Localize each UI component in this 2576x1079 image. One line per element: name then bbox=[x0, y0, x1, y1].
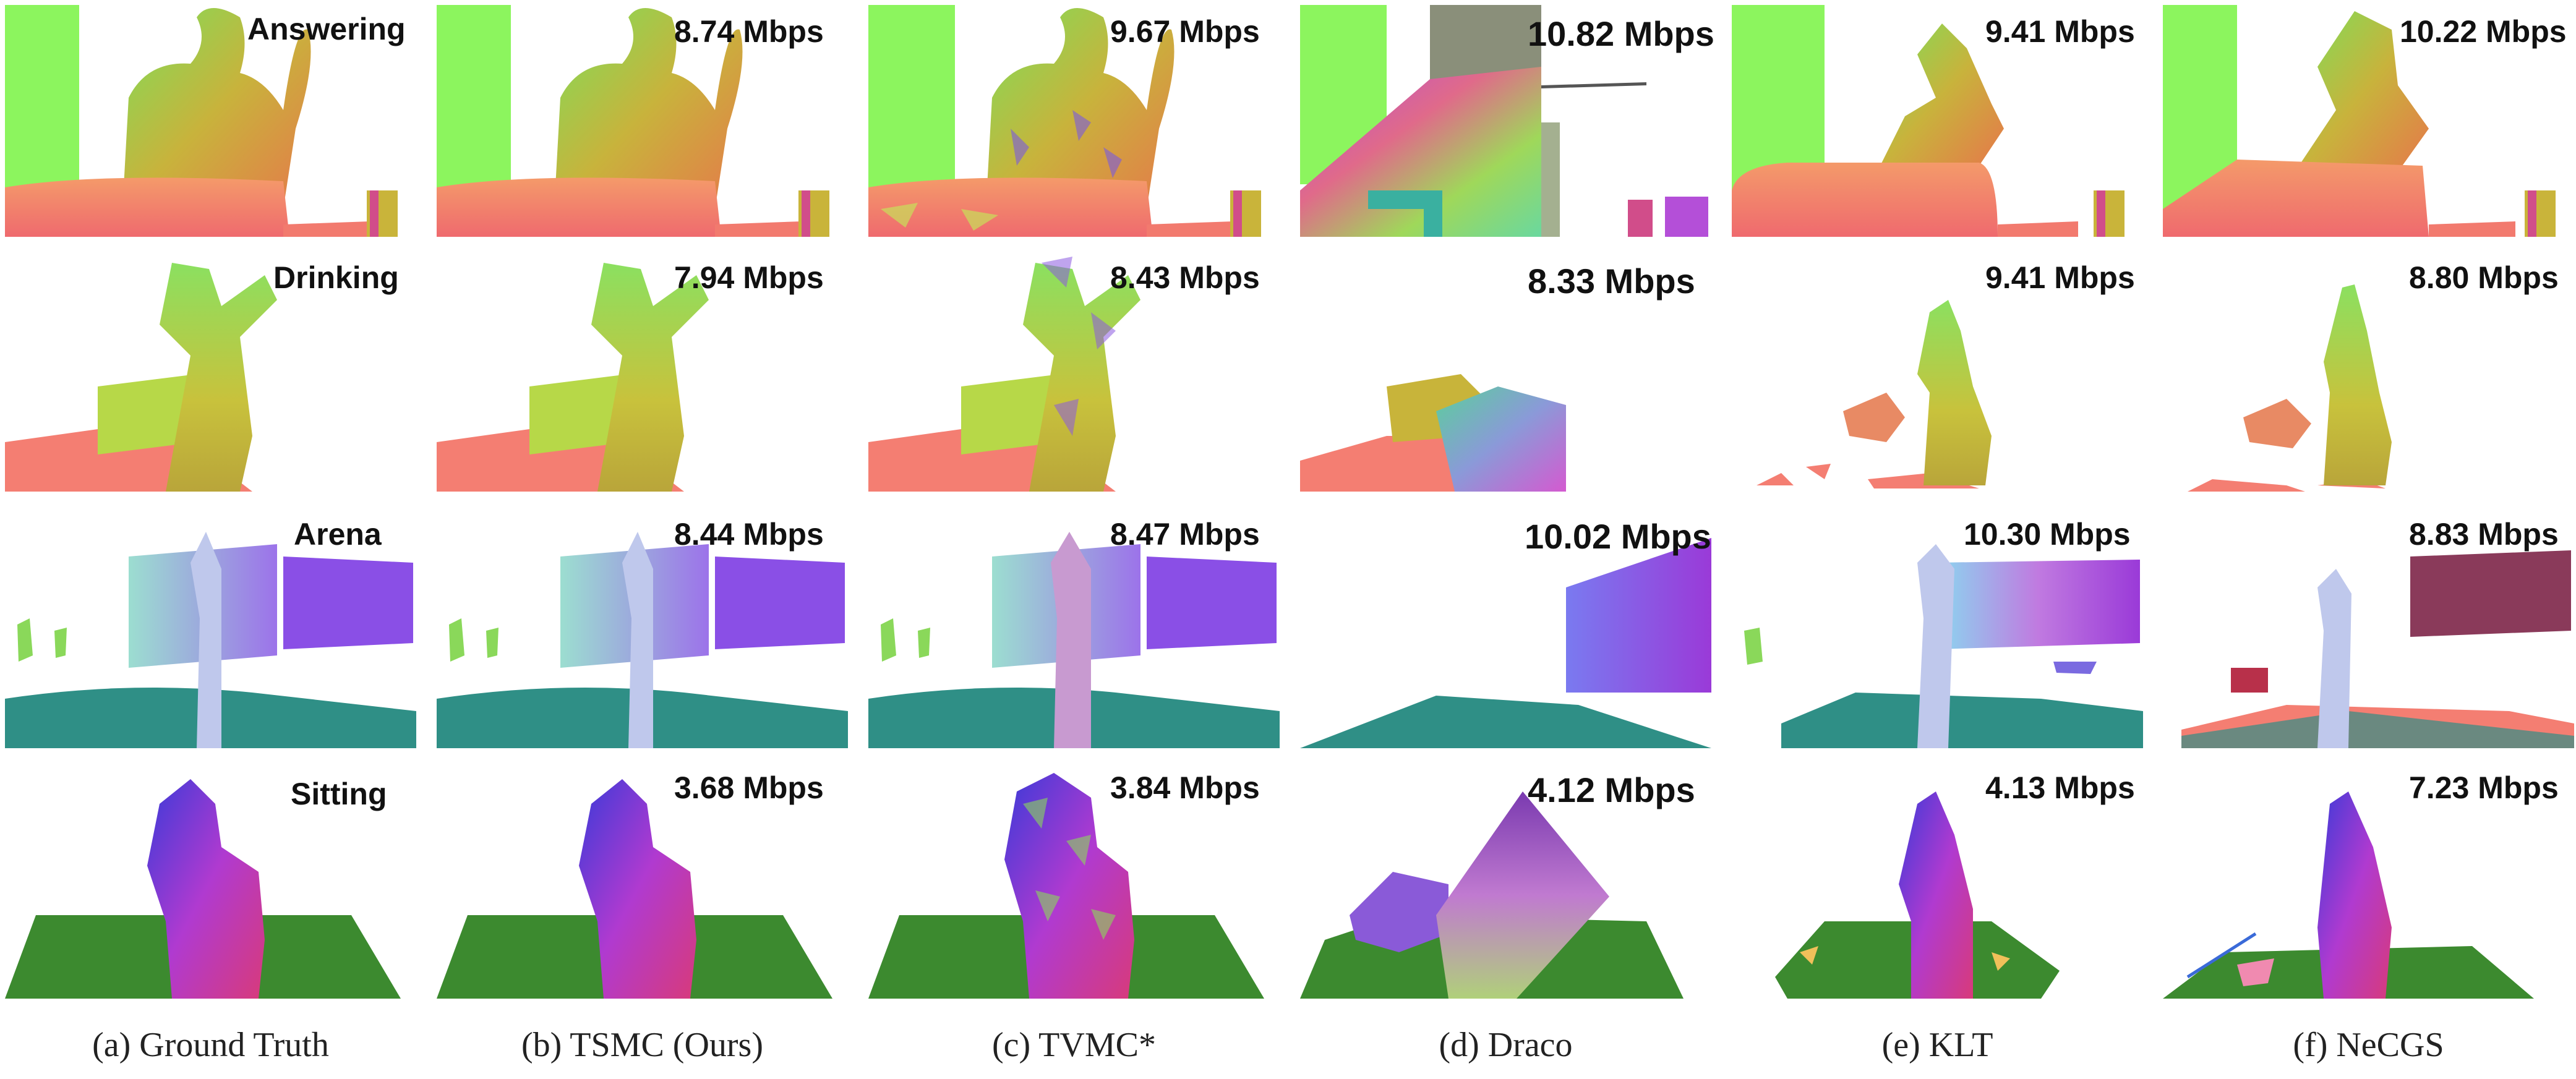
cell-sitting-tsmc bbox=[437, 767, 848, 999]
bitrate-answering-draco: 10.82 Mbps bbox=[1528, 14, 1714, 53]
cell-drinking-draco bbox=[1300, 250, 1711, 492]
sitting-ground-truth-render bbox=[5, 779, 401, 999]
bitrate-arena-tvmc: 8.47 Mbps bbox=[1110, 517, 1260, 552]
drinking-ground-truth-render bbox=[5, 263, 277, 492]
answering-tsmc-render bbox=[437, 5, 829, 237]
sitting-klt-render bbox=[1775, 791, 2060, 999]
bitrate-arena-draco: 10.02 Mbps bbox=[1525, 517, 1711, 556]
cell-arena-tsmc bbox=[437, 507, 848, 748]
bitrate-drinking-necgs: 8.80 Mbps bbox=[2409, 260, 2559, 295]
caption-tvmc: (c) TVMC* bbox=[992, 1026, 1156, 1064]
arena-tvmc-render bbox=[868, 532, 1280, 748]
cell-sitting-necgs bbox=[2163, 767, 2574, 999]
bitrate-sitting-necgs: 7.23 Mbps bbox=[2409, 770, 2559, 805]
cell-drinking-klt bbox=[1732, 250, 2143, 492]
caption-tsmc: (b) TSMC (Ours) bbox=[521, 1026, 763, 1064]
cell-answering-klt bbox=[1732, 5, 2143, 237]
cell-arena-tvmc bbox=[868, 507, 1280, 748]
cell-sitting-draco bbox=[1300, 767, 1711, 999]
caption-klt: (e) KLT bbox=[1881, 1026, 1993, 1064]
arena-tsmc-render bbox=[437, 532, 848, 748]
caption-necgs: (f) NeCGS bbox=[2293, 1026, 2444, 1064]
row-name-answering: Answering bbox=[247, 12, 406, 46]
arena-ground-truth-render bbox=[5, 532, 416, 748]
arena-necgs-render bbox=[2181, 550, 2574, 748]
sitting-draco-render bbox=[1300, 791, 1684, 999]
cell-drinking-tsmc bbox=[437, 250, 848, 492]
bitrate-answering-tsmc: 8.74 Mbps bbox=[674, 14, 824, 49]
answering-klt-render bbox=[1732, 5, 2125, 237]
caption-draco: (d) Draco bbox=[1439, 1026, 1573, 1064]
cell-arena-ground-truth bbox=[5, 507, 416, 748]
caption-ground-truth: (a) Ground Truth bbox=[92, 1026, 329, 1064]
cell-arena-necgs bbox=[2163, 507, 2574, 748]
cell-arena-draco bbox=[1300, 507, 1711, 748]
sitting-tsmc-render bbox=[437, 779, 832, 999]
cell-arena-klt bbox=[1732, 507, 2143, 748]
drinking-tvmc-render bbox=[868, 257, 1140, 492]
sitting-tvmc-render bbox=[868, 773, 1264, 999]
bitrate-sitting-klt: 4.13 Mbps bbox=[1985, 770, 2135, 805]
answering-tvmc-render bbox=[868, 5, 1261, 237]
bitrate-sitting-tsmc: 3.68 Mbps bbox=[674, 770, 824, 805]
bitrate-answering-necgs: 10.22 Mbps bbox=[2400, 14, 2567, 49]
bitrate-drinking-tsmc: 7.94 Mbps bbox=[674, 260, 824, 295]
row-name-arena: Arena bbox=[294, 517, 382, 552]
answering-draco-render bbox=[1300, 5, 1708, 237]
cell-drinking-tvmc bbox=[868, 250, 1280, 492]
cell-answering-tsmc bbox=[437, 5, 848, 237]
bitrate-arena-tsmc: 8.44 Mbps bbox=[674, 517, 824, 552]
cell-drinking-necgs bbox=[2163, 250, 2574, 492]
bitrate-answering-tvmc: 9.67 Mbps bbox=[1110, 14, 1260, 49]
cell-answering-tvmc bbox=[868, 5, 1280, 237]
cell-sitting-tvmc bbox=[868, 767, 1280, 999]
answering-necgs-render bbox=[2163, 5, 2556, 237]
drinking-draco-render bbox=[1300, 374, 1566, 492]
sitting-necgs-render bbox=[2163, 791, 2534, 999]
bitrate-drinking-tvmc: 8.43 Mbps bbox=[1110, 260, 1260, 295]
bitrate-arena-klt: 10.30 Mbps bbox=[1964, 517, 2131, 552]
bitrate-drinking-klt: 9.41 Mbps bbox=[1985, 260, 2135, 295]
bitrate-sitting-draco: 4.12 Mbps bbox=[1528, 770, 1695, 809]
cell-answering-draco bbox=[1300, 5, 1711, 237]
row-name-sitting: Sitting bbox=[291, 777, 387, 811]
bitrate-drinking-draco: 8.33 Mbps bbox=[1528, 262, 1695, 301]
arena-klt-render bbox=[1744, 544, 2143, 748]
cell-drinking-ground-truth bbox=[5, 250, 416, 492]
cell-sitting-ground-truth bbox=[5, 767, 416, 999]
drinking-necgs-render bbox=[2188, 284, 2392, 492]
row-name-drinking: Drinking bbox=[273, 260, 399, 295]
bitrate-answering-klt: 9.41 Mbps bbox=[1985, 14, 2135, 49]
cell-answering-necgs bbox=[2163, 5, 2574, 237]
drinking-tsmc-render bbox=[437, 263, 709, 492]
bitrate-arena-necgs: 8.83 Mbps bbox=[2409, 517, 2559, 552]
cell-sitting-klt bbox=[1732, 767, 2143, 999]
cell-answering-ground-truth bbox=[5, 5, 416, 237]
arena-draco-render bbox=[1300, 538, 1711, 748]
answering-ground-truth-render bbox=[5, 5, 398, 237]
bitrate-sitting-tvmc: 3.84 Mbps bbox=[1110, 770, 1260, 805]
drinking-klt-render bbox=[1757, 300, 1992, 488]
